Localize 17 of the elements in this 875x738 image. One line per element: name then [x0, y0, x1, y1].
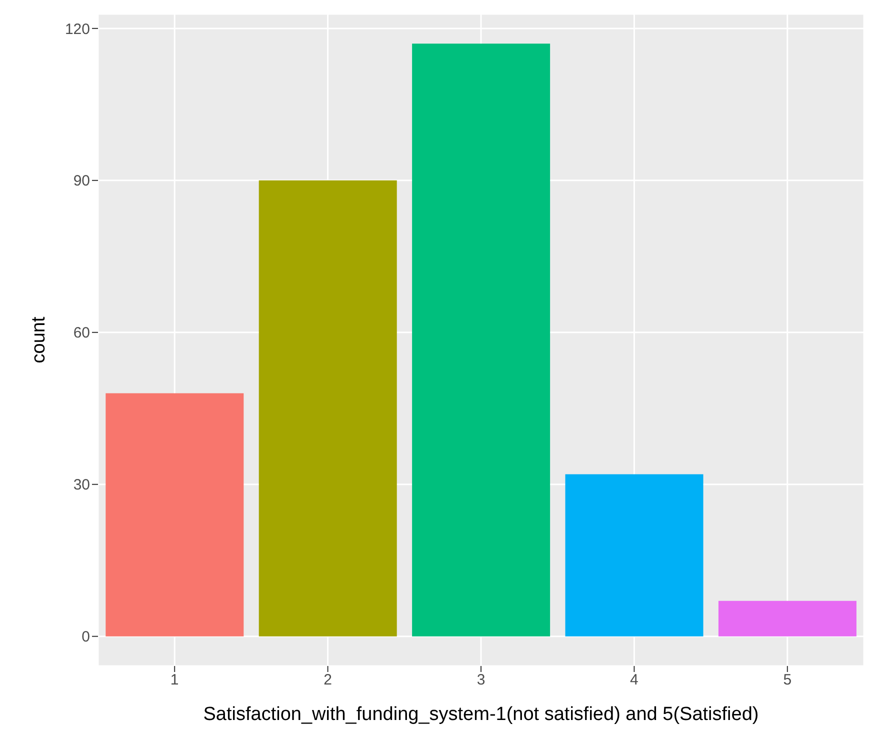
x-tick-label: 4: [630, 672, 638, 689]
x-tick-label: 3: [476, 672, 486, 689]
bar: [718, 600, 856, 636]
y-tick-label: 120: [64, 20, 90, 38]
x-axis-title: Satisfaction_with_funding_system-1(not satisfied) and 5(Satisfied): [203, 704, 759, 725]
x-tick-label: 5: [783, 672, 792, 689]
bar: [258, 180, 397, 636]
y-axis-title: count: [28, 316, 50, 364]
y-tick-label: 90: [73, 172, 90, 190]
y-tick-label: 0: [82, 628, 90, 646]
bar: [565, 474, 704, 636]
x-tick-label: 1: [170, 672, 179, 689]
bar: [412, 44, 550, 636]
y-tick-label: 60: [73, 324, 90, 342]
bar: [106, 393, 244, 636]
y-tick-label: 30: [73, 476, 90, 494]
x-tick-label: 2: [324, 672, 332, 689]
